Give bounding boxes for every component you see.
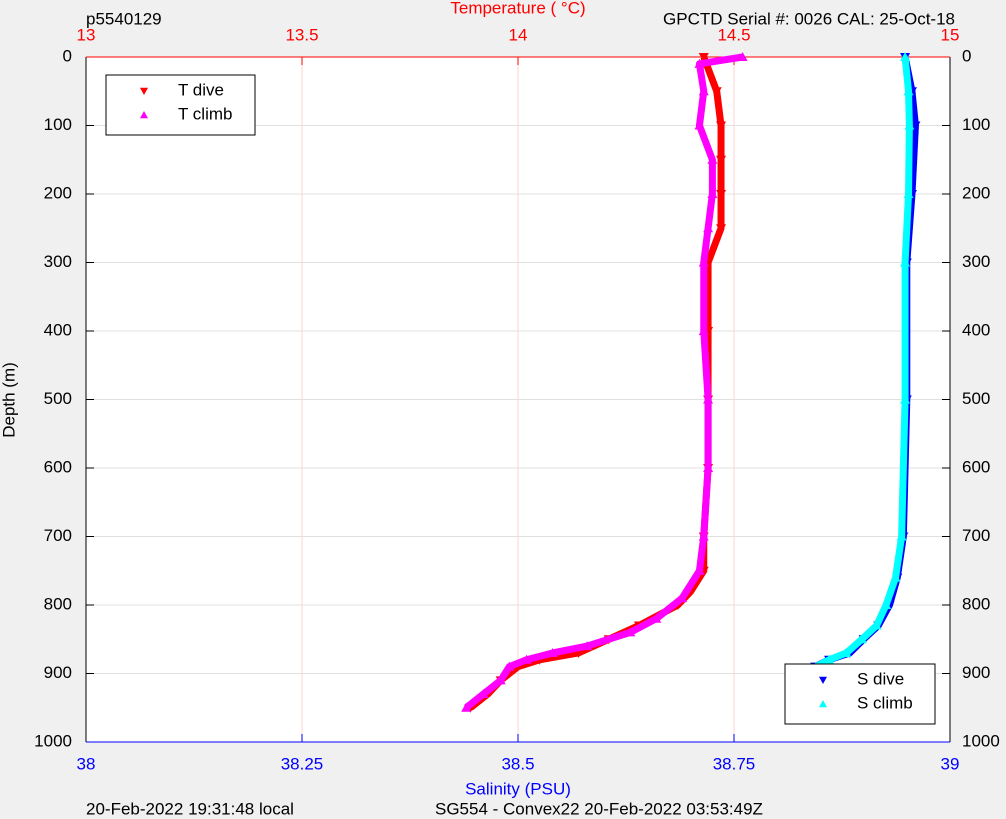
marker [871,620,882,630]
y2-tick-label: 300 [962,252,990,271]
y2-tick-label: 400 [962,320,990,339]
y-tick-label: 400 [44,320,72,339]
x2-tick-label: 14 [509,25,528,44]
marker [703,394,714,404]
marker [504,661,515,671]
y-tick-label: 300 [44,252,72,271]
marker [900,52,911,61]
marker [716,224,727,234]
y-tick-label: 200 [44,183,72,202]
y2-tick-label: 0 [962,46,971,65]
x-tick-label: 39 [941,754,960,773]
marker [694,565,705,575]
y2-tick-label: 1000 [962,731,1000,750]
legend-label: S climb [857,693,913,712]
marker [703,463,714,472]
legend-marker [819,700,827,708]
marker [707,154,718,164]
marker [582,641,593,651]
legend-label: T dive [178,80,224,99]
marker [478,689,489,699]
x-tick-label: 38.5 [501,754,534,773]
marker [716,155,727,165]
marker [698,257,709,267]
marker [910,121,921,131]
y2-tick-label: 600 [962,457,990,476]
legend-marker [819,676,827,684]
marker [903,86,914,96]
y-axis-label: Depth (m) [0,362,18,438]
x-tick-label: 38.75 [713,754,756,773]
x2-tick-label: 15 [941,25,960,44]
y2-tick-label: 800 [962,594,990,613]
legend-marker [140,111,148,119]
marker [495,675,506,685]
legend-box [105,74,256,136]
marker [461,702,472,712]
marker [841,647,852,657]
legend-marker [140,87,148,95]
marker [703,223,714,233]
y2-tick-label: 100 [962,115,990,134]
legend-box [784,663,936,725]
marker [824,654,835,664]
y-tick-label: 600 [44,457,72,476]
footer-left: 20-Feb-2022 19:31:48 local [86,799,294,818]
legend-label: T climb [178,104,232,123]
y-tick-label: 800 [44,594,72,613]
marker [521,654,532,664]
x2-tick-label: 13 [77,25,96,44]
y-tick-label: 700 [44,526,72,545]
marker [547,647,558,657]
y-tick-label: 100 [44,115,72,134]
y-tick-label: 0 [63,46,72,65]
marker [737,52,748,61]
y-tick-label: 1000 [34,731,72,750]
y-tick-label: 500 [44,389,72,408]
marker [890,572,901,582]
y2-tick-label: 200 [962,183,990,202]
y2-tick-label: 700 [962,526,990,545]
marker [698,86,709,96]
marker [698,531,709,541]
x2-tick-label: 14.5 [717,25,750,44]
y2-tick-label: 900 [962,663,990,682]
marker [716,190,727,199]
marker [707,189,718,198]
marker [900,257,911,267]
x-axis-label: Salinity (PSU) [465,779,571,798]
series-line [792,56,913,710]
marker [651,613,662,623]
x2-tick-label: 13.5 [285,25,318,44]
marker [896,531,907,541]
marker [904,120,915,130]
y-tick-label: 900 [44,663,72,682]
marker [677,593,688,603]
marker [881,600,892,609]
x-tick-label: 38 [77,754,96,773]
marker [711,87,722,97]
marker [698,53,709,62]
x-tick-label: 38.25 [281,754,324,773]
marker [625,627,636,637]
chart-title: p5540129 [86,9,162,28]
x2-axis-label: Temperature ( °C) [450,0,585,17]
y2-tick-label: 500 [962,389,990,408]
marker [694,120,705,130]
legend-label: S dive [857,669,904,688]
chart-subtitle: GPCTD Serial #: 0026 CAL: 25-Oct-18 [663,9,955,28]
marker [903,189,914,198]
footer-right: SG554 - Convex22 20-Feb-2022 03:53:49Z [435,799,763,818]
marker [900,394,911,404]
marker [716,121,727,131]
marker [694,58,705,68]
marker [856,634,867,644]
marker [698,326,709,335]
